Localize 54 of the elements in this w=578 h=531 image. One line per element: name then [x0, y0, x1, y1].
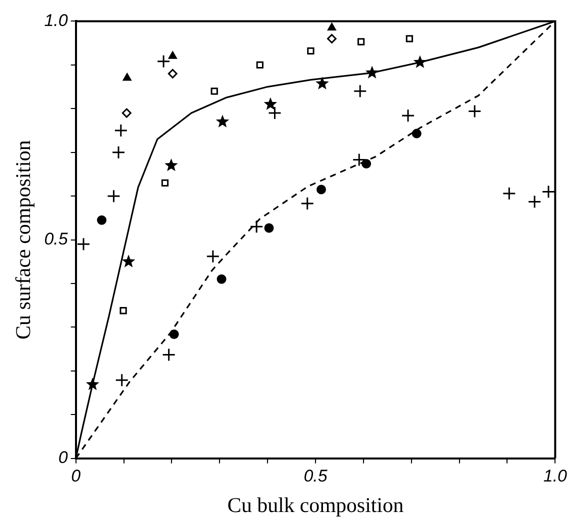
point [106, 189, 120, 203]
x-tick-label: 1.0 [543, 466, 568, 486]
point [268, 106, 282, 120]
y-tick-label: 0 [58, 448, 68, 468]
point [362, 158, 372, 168]
point [115, 373, 129, 387]
point [316, 184, 326, 194]
point [353, 84, 367, 98]
point [300, 196, 314, 210]
point [401, 108, 415, 122]
y-tick-label: 1.0 [44, 10, 68, 30]
point [357, 38, 365, 46]
x-tick-label: 0 [71, 466, 82, 486]
point [216, 274, 226, 284]
point [206, 250, 220, 264]
point [542, 184, 556, 198]
point [413, 55, 427, 68]
point [169, 329, 179, 339]
point [122, 73, 132, 81]
point [250, 220, 264, 234]
point [112, 146, 126, 160]
point [122, 108, 132, 118]
point [86, 378, 100, 390]
point [256, 61, 264, 68]
point [365, 66, 379, 78]
point [264, 223, 274, 233]
point [96, 215, 106, 225]
point [76, 237, 90, 251]
point [156, 54, 170, 68]
y-tick-label: 0.5 [44, 230, 68, 249]
point [468, 104, 482, 118]
point [412, 128, 422, 138]
point [406, 35, 414, 42]
point [352, 153, 366, 167]
point [164, 158, 178, 172]
point [307, 47, 314, 55]
point [168, 68, 178, 78]
point [210, 88, 218, 95]
point [122, 254, 136, 268]
point [528, 195, 542, 209]
point [120, 307, 127, 314]
point [168, 51, 177, 59]
point [502, 186, 516, 200]
x-axis-title: Cu bulk composition [227, 492, 404, 517]
point [316, 76, 329, 90]
point [216, 114, 230, 128]
point [114, 124, 128, 138]
point [327, 34, 337, 44]
point [161, 179, 169, 187]
x-tick-label: 0.5 [304, 466, 328, 486]
y-axis-title: Cu surface composition [11, 140, 36, 340]
point [162, 348, 176, 362]
point [328, 23, 336, 31]
point [264, 97, 278, 110]
